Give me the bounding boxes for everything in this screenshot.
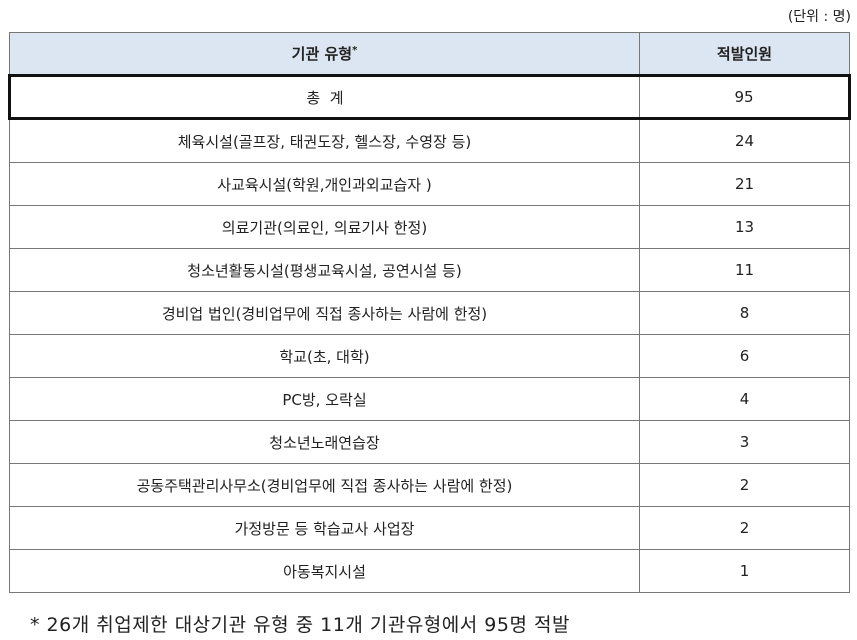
row-value: 2 bbox=[639, 506, 850, 550]
row-label: 아동복지시설 bbox=[9, 549, 640, 593]
row-value: 11 bbox=[639, 248, 850, 292]
table-row: 아동복지시설 1 bbox=[9, 549, 850, 593]
row-value: 1 bbox=[639, 549, 850, 593]
violations-table: 기관 유형* 적발인원 총 계 95 체육시설(골프장, 태권도장, 헬스장, … bbox=[8, 32, 851, 593]
row-value: 21 bbox=[639, 162, 850, 206]
table-row: 공동주택관리사무소(경비업무에 직접 종사하는 사람에 한정) 2 bbox=[9, 463, 850, 507]
row-value: 4 bbox=[639, 377, 850, 421]
row-label: 경비업 법인(경비업무에 직접 종사하는 사람에 한정) bbox=[9, 291, 640, 335]
header-type: 기관 유형* bbox=[9, 32, 640, 76]
row-label: PC방, 오락실 bbox=[9, 377, 640, 421]
row-label: 의료기관(의료인, 의료기사 한정) bbox=[9, 205, 640, 249]
row-value: 8 bbox=[639, 291, 850, 335]
row-label: 가정방문 등 학습교사 사업장 bbox=[9, 506, 640, 550]
table-row: 청소년노래연습장 3 bbox=[9, 420, 850, 464]
table-row: 학교(초, 대학) 6 bbox=[9, 334, 850, 378]
row-value: 2 bbox=[639, 463, 850, 507]
row-value: 3 bbox=[639, 420, 850, 464]
row-label: 청소년노래연습장 bbox=[9, 420, 640, 464]
header-row: 기관 유형* 적발인원 bbox=[9, 32, 850, 76]
header-type-label: 기관 유형 bbox=[291, 45, 353, 63]
table-row: 가정방문 등 학습교사 사업장 2 bbox=[9, 506, 850, 550]
unit-note: (단위 : 명) bbox=[787, 9, 851, 25]
footnote: * 26개 취업제한 대상기관 유형 중 11개 기관유형에서 95명 적발 bbox=[30, 614, 570, 636]
table-row: 청소년활동시설(평생교육시설, 공연시설 등) 11 bbox=[9, 248, 850, 292]
table-row: 의료기관(의료인, 의료기사 한정) 13 bbox=[9, 205, 850, 249]
total-row: 총 계 95 bbox=[8, 74, 851, 120]
table-row: 체육시설(골프장, 태권도장, 헬스장, 수영장 등) 24 bbox=[9, 118, 850, 163]
table-row: 경비업 법인(경비업무에 직접 종사하는 사람에 한정) 8 bbox=[9, 291, 850, 335]
row-value: 13 bbox=[639, 205, 850, 249]
header-count: 적발인원 bbox=[639, 32, 850, 76]
row-label: 청소년활동시설(평생교육시설, 공연시설 등) bbox=[9, 248, 640, 292]
total-value: 95 bbox=[639, 74, 851, 120]
row-label: 공동주택관리사무소(경비업무에 직접 종사하는 사람에 한정) bbox=[9, 463, 640, 507]
row-label: 사교육시설(학원,개인과외교습자 ) bbox=[9, 162, 640, 206]
row-value: 6 bbox=[639, 334, 850, 378]
table-row: PC방, 오락실 4 bbox=[9, 377, 850, 421]
table-row: 사교육시설(학원,개인과외교습자 ) 21 bbox=[9, 162, 850, 206]
footnote-mark: * bbox=[352, 45, 358, 56]
row-label: 체육시설(골프장, 태권도장, 헬스장, 수영장 등) bbox=[9, 118, 640, 163]
row-label: 학교(초, 대학) bbox=[9, 334, 640, 378]
total-label: 총 계 bbox=[8, 74, 640, 120]
row-value: 24 bbox=[639, 118, 850, 163]
